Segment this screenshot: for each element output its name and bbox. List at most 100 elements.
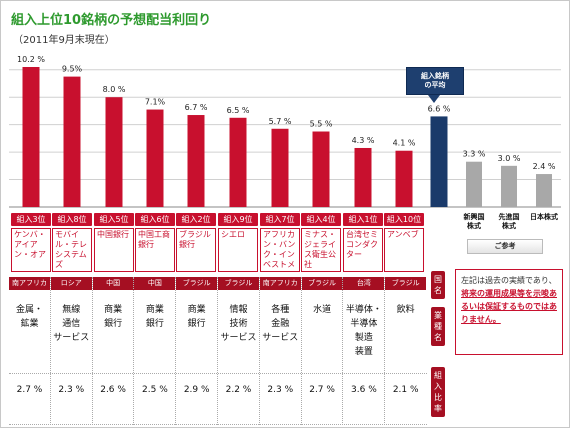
stock-name: アフリカン・バンク・インベストメンツ <box>260 228 300 272</box>
weight-row-tag: 組入比率 <box>431 367 445 417</box>
benchmark-label: 新興国 <box>463 213 485 221</box>
rank-tag: 組入9位 <box>218 213 258 226</box>
industry-line: 飲料 <box>396 305 415 315</box>
industry-line: 銀行 <box>145 319 164 329</box>
weight-value: 2.9 % <box>183 385 210 395</box>
stock-bar <box>229 117 247 207</box>
industry-line: 装置 <box>354 347 373 357</box>
weight-value: 2.7 % <box>309 385 335 395</box>
stock-bar <box>187 115 205 207</box>
stock-bar <box>105 97 123 207</box>
industry-line: 商業 <box>104 305 123 315</box>
weight-value: 2.7 % <box>16 385 43 395</box>
table-separator <box>49 277 51 425</box>
industry-line: サービス <box>220 333 257 343</box>
weight-value: 2.3 % <box>267 385 294 395</box>
callout-line2: の平均 <box>424 81 446 89</box>
country-label: ロシア <box>50 277 92 290</box>
table-separator <box>258 277 260 425</box>
rank-tag: 組入7位 <box>260 213 300 226</box>
disclaimer-box: 左記は過去の実績であり、将来の運用成果等を示唆あるいは保証するものではありません… <box>455 269 563 355</box>
industry-cell: 金属・ 鉱業 <box>9 303 50 331</box>
bar-value-label: 6.7 % <box>185 103 208 112</box>
stock-bar <box>271 128 289 207</box>
country-row-tag: 国名 <box>431 271 445 299</box>
industry-line: 金融 <box>271 319 290 329</box>
stock-bar <box>146 109 164 207</box>
stock-bar <box>63 76 81 207</box>
industry-cell: 商業 銀行 <box>134 303 175 331</box>
average-bar <box>430 116 448 207</box>
bar-value-label: 3.3 % <box>463 150 486 159</box>
industry-row-tag: 業種名 <box>431 307 445 346</box>
industry-cell: 半導体・半導体製造装置 <box>343 303 384 359</box>
industry-line: 半導体 <box>350 319 378 329</box>
industry-cell: 商業 銀行 <box>93 303 134 331</box>
industry-line: 無線 <box>62 305 81 315</box>
rank-tag: 組入8位 <box>52 213 92 226</box>
weight-value: 2.5 % <box>142 385 168 395</box>
weight-value: 2.2 % <box>225 385 252 395</box>
industry-line: 鉱業 <box>20 319 39 329</box>
table-separator <box>91 277 93 425</box>
country-label: ブラジル <box>385 277 427 290</box>
table-column: ロシア無線 通信 サービス 2.3 % <box>50 277 92 425</box>
table-separator <box>384 277 386 425</box>
stock-table: 南アフリカ 金属・ 鉱業 2.7 % ロシア 無線 通信 サービス 2.3 % 中国 商業 銀行 2.6… <box>9 277 427 425</box>
country-label: ブラジル <box>301 277 343 290</box>
country-label: 南アフリカ <box>259 277 301 290</box>
weight-value: 2.6 % <box>100 385 126 395</box>
bar-value-label: 6.6 % <box>428 104 451 113</box>
country-label: ブラジル <box>176 277 218 290</box>
country-label: 中国 <box>92 277 134 290</box>
benchmark-label-sub: 株式 <box>467 222 481 230</box>
table-separator <box>217 277 218 425</box>
table-column: 中国商業 銀行 2.6 % <box>92 277 134 425</box>
industry-cell: 飲料 <box>385 303 426 317</box>
benchmark-label: 日本株式 <box>530 213 558 221</box>
country-label: ブラジル <box>218 277 259 290</box>
stock-name: モバイル・テレシステムズ <box>52 228 92 272</box>
bar-value-label: 2.4 % <box>533 162 556 171</box>
table-divider <box>9 373 427 374</box>
industry-line: 銀行 <box>187 319 206 329</box>
industry-cell: 無線 通信 サービス <box>51 303 92 345</box>
industry-line: 水道 <box>313 305 332 315</box>
stock-name: 中国銀行 <box>94 228 134 272</box>
bar-chart: 10.2 % 9.5% 8.0 % 7.1% 6.7 % 6.5 % 5.7 % 5.5 % 4… <box>9 55 561 208</box>
industry-cell: 各種 金融 サービス <box>260 303 301 345</box>
average-callout: 組入銘柄 の平均 <box>406 67 464 95</box>
benchmark-label-group: 先進国 株式 <box>491 213 527 231</box>
industry-line: 製造 <box>354 333 373 343</box>
table-column: 南アフリカ 金属・ 鉱業 2.7 % <box>9 277 50 425</box>
rank-tag: 組入1位 <box>343 213 383 226</box>
weight-value: 2.3 % <box>58 385 85 395</box>
bar-value-label: 8.0 % <box>103 85 126 94</box>
industry-cell: 情報 技術 サービス <box>218 303 259 345</box>
industry-line: サービス <box>53 333 90 343</box>
stock-name: ブラジル銀行 <box>176 228 216 272</box>
stock-name: ミナス・ジェライス衛生公社 <box>301 228 341 272</box>
rank-tag: 組入5位 <box>94 213 134 226</box>
table-separator <box>300 277 302 425</box>
stock-name: ケンバ・アイアン・オア <box>11 228 51 272</box>
benchmark-label: 先進国 <box>498 213 520 221</box>
industry-line: 技術 <box>229 319 248 329</box>
disclaimer-emphasis: 将来の運用成果等を示唆あるいは保証するものではありません。 <box>461 289 557 324</box>
stock-bar <box>22 67 40 207</box>
chart-title: 組入上位10銘柄の予想配当利回り <box>11 13 212 28</box>
table-column: 南アフリカ各種 金融 サービス 2.3 % <box>259 277 301 425</box>
rank-tag: 組入10位 <box>384 213 424 226</box>
industry-line: 情報 <box>229 305 248 315</box>
table-divider <box>9 424 427 425</box>
rank-tag: 組入4位 <box>301 213 341 226</box>
bar-value-label: 10.2 % <box>17 55 45 64</box>
stock-name: アンベブ <box>384 228 424 272</box>
table-column: ブラジル 商業 銀行 2.9 % <box>176 277 218 425</box>
country-label: 台湾 <box>343 277 385 290</box>
callout-line1: 組入銘柄 <box>421 72 449 80</box>
stock-name: シエロ <box>218 228 258 272</box>
table-separator <box>133 277 135 425</box>
industry-line: 半導体・ <box>345 305 382 315</box>
